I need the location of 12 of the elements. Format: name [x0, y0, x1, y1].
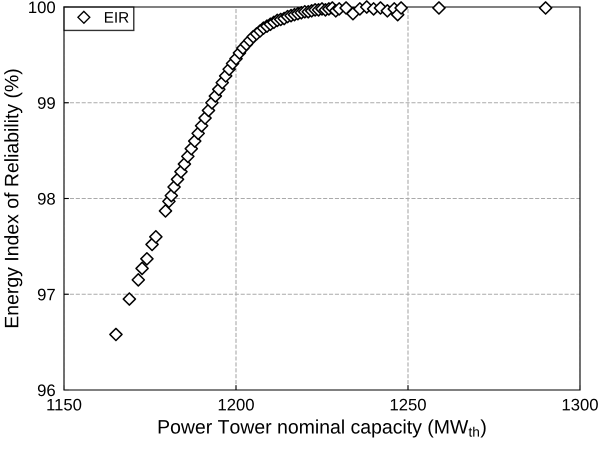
y-tick-label: 96: [38, 384, 55, 396]
x-axis-title: Power Tower nominal capacity (MW$_{th}$): [158, 419, 486, 438]
x-tick-label: 1300: [562, 398, 598, 411]
legend-label: EIR: [104, 12, 128, 23]
x-tick-label: 1250: [390, 398, 426, 411]
y-tick-label: 99: [38, 97, 55, 109]
y-tick-label: 100: [29, 1, 56, 14]
x-tick-label: 1150: [47, 398, 82, 411]
y-tick-label: 98: [38, 192, 55, 205]
y-axis-title: Energy Index of Reliability (%): [4, 69, 22, 328]
x-tick-label: 1200: [218, 398, 254, 411]
y-tick-label: 97: [38, 288, 55, 300]
